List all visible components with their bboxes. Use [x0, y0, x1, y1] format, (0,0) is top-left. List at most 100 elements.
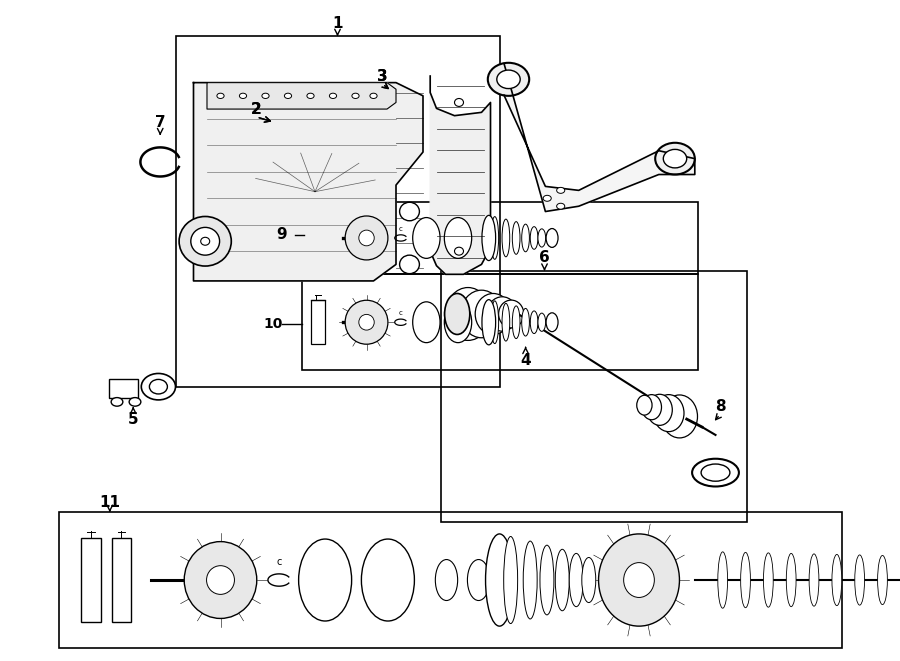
Bar: [58, 512, 842, 648]
Ellipse shape: [307, 93, 314, 98]
Ellipse shape: [488, 63, 529, 96]
FancyBboxPatch shape: [109, 379, 138, 398]
Ellipse shape: [538, 313, 545, 331]
Ellipse shape: [718, 552, 727, 608]
Ellipse shape: [522, 224, 529, 252]
Ellipse shape: [445, 217, 472, 258]
Ellipse shape: [207, 566, 234, 594]
Polygon shape: [207, 83, 396, 109]
Ellipse shape: [239, 93, 247, 98]
Ellipse shape: [491, 217, 499, 259]
Ellipse shape: [647, 394, 672, 426]
Ellipse shape: [624, 563, 654, 598]
Ellipse shape: [522, 309, 529, 336]
Bar: [441, 271, 747, 522]
Text: 6: 6: [539, 251, 550, 265]
Ellipse shape: [345, 216, 388, 260]
Ellipse shape: [512, 306, 520, 338]
Ellipse shape: [530, 311, 538, 334]
Ellipse shape: [329, 93, 337, 98]
Ellipse shape: [581, 557, 596, 603]
Ellipse shape: [569, 553, 583, 607]
Ellipse shape: [112, 397, 122, 406]
Text: 9: 9: [276, 227, 287, 242]
Ellipse shape: [637, 395, 652, 415]
Ellipse shape: [655, 143, 695, 175]
Ellipse shape: [445, 293, 470, 334]
Text: 7: 7: [155, 115, 166, 130]
Ellipse shape: [855, 555, 865, 605]
Text: 2: 2: [251, 102, 262, 116]
Ellipse shape: [482, 215, 496, 260]
Bar: [176, 36, 500, 387]
Text: 5: 5: [128, 412, 139, 427]
Ellipse shape: [446, 288, 491, 340]
Text: 8: 8: [715, 399, 725, 414]
Text: 3: 3: [377, 69, 388, 83]
Ellipse shape: [284, 93, 292, 98]
Ellipse shape: [413, 217, 440, 258]
Ellipse shape: [499, 300, 524, 328]
Ellipse shape: [413, 302, 440, 342]
Ellipse shape: [262, 93, 269, 98]
Ellipse shape: [400, 255, 419, 274]
Polygon shape: [194, 83, 423, 281]
Ellipse shape: [130, 397, 140, 406]
Polygon shape: [504, 63, 695, 212]
Polygon shape: [430, 76, 491, 274]
Ellipse shape: [598, 534, 680, 626]
Ellipse shape: [475, 293, 511, 334]
Ellipse shape: [454, 98, 464, 106]
Ellipse shape: [642, 395, 662, 420]
Ellipse shape: [809, 554, 819, 606]
Ellipse shape: [482, 299, 496, 345]
Ellipse shape: [345, 300, 388, 344]
Ellipse shape: [362, 539, 414, 621]
Ellipse shape: [359, 315, 374, 330]
Ellipse shape: [436, 559, 458, 600]
Ellipse shape: [487, 297, 518, 331]
Text: 4: 4: [520, 353, 531, 368]
Ellipse shape: [370, 93, 377, 98]
Text: 3: 3: [377, 69, 388, 83]
Text: 10: 10: [263, 317, 283, 331]
Ellipse shape: [741, 553, 751, 607]
Ellipse shape: [512, 221, 520, 254]
Ellipse shape: [184, 541, 256, 619]
Ellipse shape: [201, 237, 210, 245]
Ellipse shape: [352, 93, 359, 98]
Ellipse shape: [191, 227, 220, 255]
Ellipse shape: [546, 313, 558, 332]
Ellipse shape: [530, 227, 538, 249]
Bar: [302, 202, 698, 274]
Ellipse shape: [491, 301, 499, 344]
Ellipse shape: [763, 553, 773, 607]
Ellipse shape: [502, 303, 509, 341]
Ellipse shape: [556, 204, 565, 209]
Ellipse shape: [179, 216, 231, 266]
Ellipse shape: [149, 379, 167, 394]
Bar: [81, 538, 101, 622]
Ellipse shape: [878, 555, 887, 605]
Ellipse shape: [502, 219, 509, 257]
Bar: [311, 300, 325, 344]
Ellipse shape: [538, 229, 545, 247]
Ellipse shape: [663, 149, 687, 168]
Ellipse shape: [454, 247, 464, 255]
Ellipse shape: [546, 229, 558, 247]
Ellipse shape: [543, 196, 551, 201]
Ellipse shape: [504, 537, 518, 623]
Ellipse shape: [701, 464, 730, 481]
Ellipse shape: [653, 395, 684, 432]
Ellipse shape: [486, 534, 513, 626]
Ellipse shape: [299, 539, 352, 621]
Ellipse shape: [141, 373, 176, 400]
Ellipse shape: [523, 541, 537, 619]
Text: 1: 1: [332, 16, 343, 30]
Ellipse shape: [555, 549, 569, 611]
Ellipse shape: [467, 559, 490, 600]
Ellipse shape: [359, 230, 374, 246]
Ellipse shape: [832, 555, 842, 605]
Ellipse shape: [461, 290, 502, 338]
Ellipse shape: [400, 202, 419, 221]
